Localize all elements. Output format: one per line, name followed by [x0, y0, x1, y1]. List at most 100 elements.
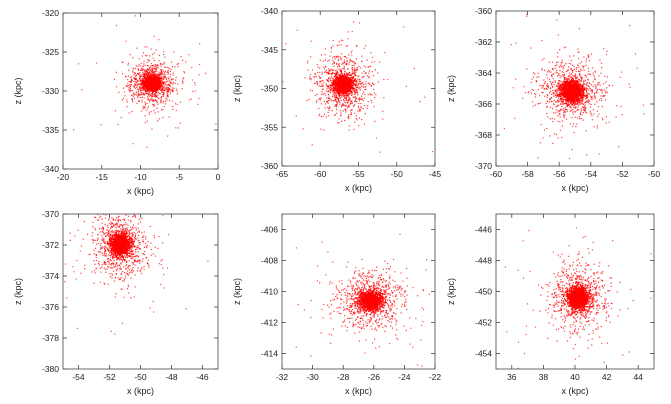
scatter-point [138, 92, 140, 95]
scatter-point [168, 99, 171, 101]
scatter-point [332, 82, 334, 84]
scatter-point [353, 128, 355, 130]
scatter-point [334, 92, 336, 94]
scatter-point [340, 71, 343, 74]
scatter-point [172, 108, 174, 110]
scatter-point [348, 118, 350, 120]
scatter-point [157, 83, 159, 86]
scatter-point [347, 93, 349, 96]
scatter-point [164, 77, 167, 79]
scatter-point [344, 89, 346, 92]
scatter-point [354, 83, 356, 85]
scatter-point [329, 107, 331, 109]
scatter-point [137, 73, 139, 75]
scatter-point [351, 79, 353, 81]
scatter-point [337, 88, 339, 90]
scatter-point [169, 70, 171, 73]
scatter-point [169, 81, 171, 83]
scatter-point [362, 82, 364, 84]
scatter-point [144, 106, 146, 108]
scatter-point [181, 88, 183, 90]
scatter-point [154, 78, 157, 81]
scatter-point [141, 99, 143, 101]
scatter-point [359, 79, 361, 81]
scatter-point [140, 69, 143, 71]
scatter-point [356, 92, 359, 94]
scatter-point [338, 64, 341, 67]
scatter-point [156, 83, 158, 85]
scatter-point [172, 83, 174, 85]
scatter-point [361, 82, 363, 84]
scatter-point [169, 89, 171, 91]
scatter-point [340, 87, 342, 89]
scatter-point [154, 73, 156, 75]
scatter-point [141, 81, 143, 83]
scatter-point [338, 83, 340, 85]
scatter-point [153, 68, 155, 70]
scatter-point [387, 79, 389, 81]
scatter-point [360, 67, 362, 69]
scatter-point [166, 87, 169, 89]
scatter-point [333, 62, 335, 64]
scatter-point [162, 77, 165, 79]
scatter-point [151, 78, 153, 81]
scatter-point [346, 90, 348, 92]
scatter-point [332, 89, 334, 91]
scatter-point [360, 98, 362, 100]
scatter-point [346, 74, 349, 76]
scatter-point [139, 94, 142, 96]
scatter-point [144, 78, 146, 80]
scatter-point [349, 73, 352, 76]
scatter-point [357, 75, 359, 77]
scatter-point [356, 119, 358, 121]
scatter-point [164, 76, 166, 78]
scatter-point [333, 81, 335, 84]
scatter-point [339, 83, 341, 85]
y-axis-label: z (kpc) [232, 75, 242, 102]
scatter-point [146, 107, 148, 109]
scatter-point [361, 76, 363, 78]
scatter-point [340, 112, 342, 114]
scatter-point [333, 94, 335, 97]
scatter-point [183, 72, 186, 74]
scatter-point [145, 69, 148, 71]
scatter-point [355, 97, 357, 99]
scatter-point [320, 80, 322, 82]
scatter-point [362, 107, 364, 110]
scatter-point [140, 84, 143, 86]
scatter-point [151, 70, 153, 72]
scatter-point [150, 66, 152, 68]
scatter-point [355, 82, 358, 84]
scatter-point [344, 75, 346, 78]
scatter-point [338, 92, 340, 94]
scatter-point [349, 97, 351, 99]
scatter-point [160, 63, 162, 65]
scatter-point [143, 69, 145, 71]
scatter-point [347, 74, 349, 76]
scatter-point [319, 71, 321, 74]
scatter-point [341, 80, 343, 82]
scatter-point [141, 80, 143, 82]
scatter-point [151, 84, 153, 86]
scatter-point [331, 90, 334, 92]
scatter-point [146, 61, 148, 63]
scatter-point [326, 97, 328, 99]
scatter-point [355, 75, 357, 77]
scatter-point [150, 89, 153, 91]
scatter-point [326, 88, 328, 90]
scatter-point [330, 99, 332, 101]
scatter-point [148, 87, 150, 89]
scatter-point [153, 52, 156, 54]
x-tick-label: -65 [276, 169, 289, 179]
scatter-point [333, 89, 335, 92]
scatter-point [348, 74, 350, 76]
scatter-point [146, 87, 148, 89]
scatter-point [348, 89, 351, 92]
scatter-point [337, 81, 340, 83]
scatter-point [154, 65, 156, 68]
scatter-point [133, 93, 136, 95]
scatter-point [347, 91, 349, 93]
scatter-point [143, 97, 145, 99]
scatter-point [154, 64, 157, 66]
scatter-point [154, 77, 156, 79]
